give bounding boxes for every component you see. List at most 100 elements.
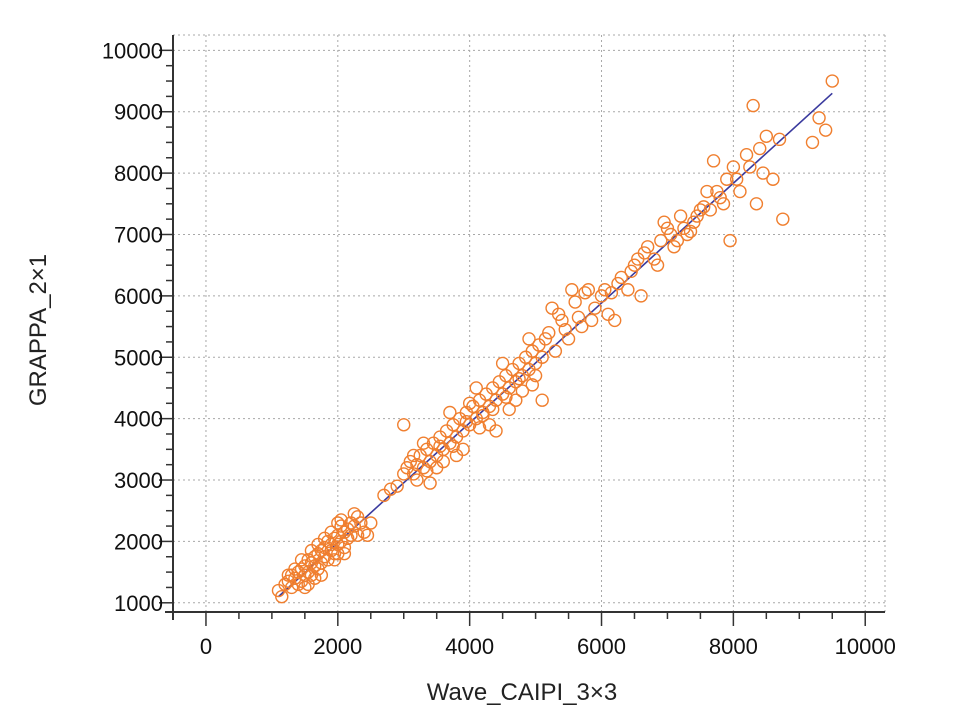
data-points (271, 74, 839, 604)
data-point (535, 350, 549, 364)
data-point (670, 233, 685, 248)
data-point (341, 531, 355, 546)
y-tick-label: 9000 (114, 100, 163, 125)
data-point (341, 522, 355, 536)
y-axis-title: GRAPPA_2×1 (25, 254, 52, 406)
y-tick-label: 7000 (114, 222, 163, 247)
data-point (693, 203, 708, 217)
data-point (538, 332, 553, 346)
data-point (680, 227, 694, 242)
data-point (634, 289, 648, 303)
data-point (294, 553, 309, 567)
data-point (660, 221, 675, 236)
data-point (334, 513, 348, 527)
x-axis-title: Wave_CAIPI_3×3 (427, 679, 618, 706)
data-point (281, 574, 296, 589)
data-point (687, 215, 701, 229)
data-point (561, 332, 576, 346)
data-point (723, 233, 737, 248)
data-point (423, 476, 437, 490)
data-point (571, 310, 586, 325)
data-point (433, 439, 447, 453)
data-point (631, 252, 645, 266)
data-point (640, 240, 655, 254)
data-point (700, 184, 714, 199)
data-point (683, 224, 698, 239)
data-point (772, 132, 787, 147)
x-tick-label: 2000 (313, 634, 362, 659)
data-point (522, 332, 536, 346)
data-point (746, 98, 760, 113)
data-point (446, 439, 460, 453)
data-point (390, 479, 404, 493)
data-point (535, 393, 549, 407)
data-point (555, 313, 569, 328)
data-point (756, 166, 770, 180)
data-point (350, 528, 365, 542)
data-point (354, 516, 368, 530)
data-point (805, 135, 820, 150)
data-point (317, 540, 332, 555)
data-point (284, 568, 299, 582)
data-point (766, 172, 780, 186)
data-point (331, 537, 345, 552)
data-point (410, 457, 424, 472)
data-point (568, 295, 582, 309)
data-point (509, 393, 523, 407)
data-point (706, 154, 721, 168)
data-point (710, 184, 724, 199)
data-point (347, 507, 361, 521)
data-point (581, 283, 596, 297)
data-point (729, 172, 744, 186)
data-point (825, 74, 839, 88)
data-point (298, 559, 312, 573)
data-point (726, 160, 741, 174)
data-point (647, 252, 661, 266)
data-point (739, 147, 754, 162)
data-point (462, 396, 477, 410)
y-tick-label: 10000 (102, 38, 163, 63)
y-axis-ticks: 1000 2000 3000 4000 5000 6000 7000 8000 9000 1000… (102, 38, 173, 616)
x-tick-label: 0 (200, 634, 212, 659)
data-point (311, 562, 325, 576)
data-point (551, 307, 566, 321)
x-tick-label: 8000 (709, 634, 758, 659)
y-tick-label: 5000 (114, 345, 163, 370)
data-point (624, 264, 638, 279)
data-point (327, 553, 342, 567)
data-point (331, 546, 345, 561)
data-point (406, 448, 421, 463)
data-point (677, 221, 691, 236)
data-point (334, 519, 348, 533)
data-point (502, 402, 516, 417)
data-point (565, 283, 579, 297)
data-point (512, 372, 526, 386)
data-point (275, 589, 289, 604)
data-point (575, 319, 589, 334)
axes (165, 35, 885, 620)
data-point (720, 172, 734, 186)
data-point (469, 381, 483, 395)
data-point (486, 402, 500, 417)
data-point (759, 129, 774, 143)
data-point (499, 390, 513, 404)
data-point (288, 571, 302, 585)
y-tick-label: 6000 (114, 284, 163, 309)
data-point (476, 408, 490, 423)
data-point (818, 123, 833, 137)
data-point (716, 197, 731, 211)
data-point (327, 546, 342, 561)
data-point (327, 531, 342, 546)
data-point (406, 467, 421, 481)
data-point (542, 326, 556, 340)
data-point (588, 301, 602, 315)
data-point (420, 464, 434, 478)
data-point (459, 415, 474, 429)
data-point (334, 534, 348, 549)
data-point (594, 289, 609, 303)
data-point (733, 184, 747, 199)
y-tick-label: 1000 (114, 591, 163, 616)
data-point (713, 190, 727, 205)
y-tick-label: 3000 (114, 468, 163, 493)
